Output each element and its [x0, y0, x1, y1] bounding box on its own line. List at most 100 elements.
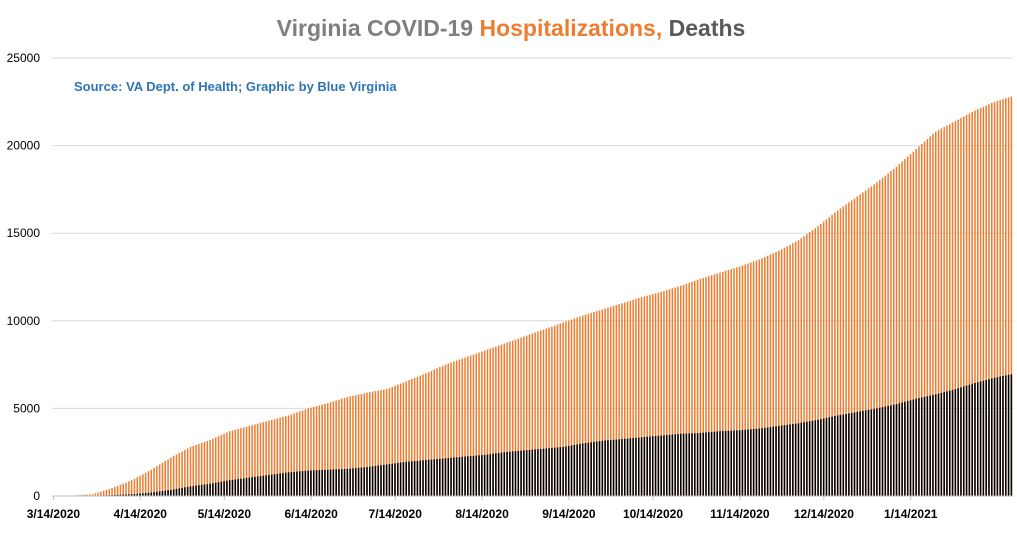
bar-deaths [963, 387, 965, 497]
x-tick-label: 11/14/2020 [710, 507, 770, 521]
title-part-1: Hospitalizations, [479, 15, 662, 41]
bar-deaths [405, 462, 407, 496]
bar-deaths [728, 431, 730, 496]
bar-deaths [632, 438, 634, 496]
bar-deaths [943, 392, 945, 496]
bar-deaths [616, 440, 618, 496]
bar-hospitalizations [125, 482, 127, 496]
bar-deaths [585, 443, 587, 496]
bar-deaths [857, 412, 859, 496]
bar-deaths [277, 474, 279, 496]
bar-deaths [167, 490, 169, 496]
bar-deaths [391, 464, 393, 496]
bar-hospitalizations [159, 464, 161, 496]
bar-deaths [602, 441, 604, 496]
bar-deaths [319, 470, 321, 496]
source-annotation: Source: VA Dept. of Health; Graphic by B… [74, 79, 397, 94]
bar-deaths [786, 425, 788, 496]
bar-deaths [232, 480, 234, 496]
bar-deaths [658, 436, 660, 496]
bar-deaths [775, 426, 777, 496]
bar-deaths [347, 469, 349, 496]
bar-deaths [529, 450, 531, 496]
bar-deaths [562, 447, 564, 496]
bar-deaths [251, 477, 253, 496]
bar-deaths [904, 402, 906, 496]
bar-deaths [747, 430, 749, 496]
bar-hospitalizations [100, 492, 102, 496]
bar-hospitalizations [156, 466, 158, 496]
bar-hospitalizations [122, 484, 124, 496]
bar-deaths [988, 379, 990, 496]
bar-hospitalizations [150, 470, 152, 496]
bar-deaths [837, 415, 839, 496]
bar-deaths [265, 475, 267, 496]
bar-deaths [798, 423, 800, 496]
bar-deaths [781, 426, 783, 496]
bar-deaths [677, 434, 679, 496]
bar-hospitalizations [136, 477, 138, 496]
bar-hospitalizations [106, 490, 108, 496]
bar-deaths [299, 471, 301, 496]
bar-deaths [397, 463, 399, 496]
bar-deaths [520, 451, 522, 496]
bar-deaths [327, 470, 329, 496]
bar-deaths [590, 442, 592, 496]
bar-deaths [316, 470, 318, 496]
bar-deaths [338, 469, 340, 496]
bar-deaths [893, 405, 895, 496]
bar-deaths [809, 421, 811, 496]
bar-hospitalizations [120, 485, 122, 496]
bar-deaths [246, 478, 248, 496]
bar-deaths [226, 481, 228, 496]
bar-deaths [722, 431, 724, 496]
bar-deaths [845, 414, 847, 496]
bar-deaths [456, 457, 458, 496]
bar-deaths [840, 415, 842, 496]
bar-deaths [1011, 374, 1013, 496]
bar-deaths [447, 458, 449, 496]
bar-deaths [882, 407, 884, 496]
bar-deaths [386, 464, 388, 496]
bar-deaths [307, 471, 309, 496]
bar-hospitalizations [145, 473, 147, 496]
bar-deaths [680, 434, 682, 496]
bar-deaths [871, 409, 873, 496]
bar-deaths [461, 457, 463, 496]
bar-deaths [417, 461, 419, 496]
bar-deaths [669, 435, 671, 496]
bar-deaths [868, 410, 870, 496]
bar-deaths [193, 486, 195, 496]
bar-deaths [999, 377, 1001, 496]
bar-deaths [638, 438, 640, 496]
bar-deaths [627, 439, 629, 496]
bar-deaths [607, 440, 609, 496]
bar-deaths [613, 440, 615, 496]
bar-hospitalizations [111, 488, 113, 496]
x-tick-label: 7/14/2020 [369, 507, 423, 521]
bar-deaths [293, 472, 295, 496]
bar-deaths [321, 470, 323, 496]
bar-deaths [223, 481, 225, 496]
x-tick-label: 12/14/2020 [794, 507, 854, 521]
bar-deaths [162, 491, 164, 496]
bar-deaths [335, 469, 337, 496]
bar-deaths [492, 454, 494, 496]
bar-deaths [159, 491, 161, 496]
bar-deaths [221, 482, 223, 496]
bar-deaths [694, 433, 696, 496]
x-tick-label: 1/14/2021 [884, 507, 938, 521]
bar-deaths [372, 466, 374, 496]
bar-deaths [411, 461, 413, 496]
bar-deaths [425, 460, 427, 496]
bar-deaths [932, 395, 934, 496]
bar-deaths [966, 386, 968, 496]
bar-deaths [467, 456, 469, 496]
bar-deaths [770, 427, 772, 496]
bar-deaths [257, 476, 259, 496]
bar-deaths [394, 463, 396, 496]
bar-deaths [820, 419, 822, 496]
bar-deaths [604, 441, 606, 496]
bar-hospitalizations [97, 493, 99, 497]
bar-deaths [419, 461, 421, 496]
